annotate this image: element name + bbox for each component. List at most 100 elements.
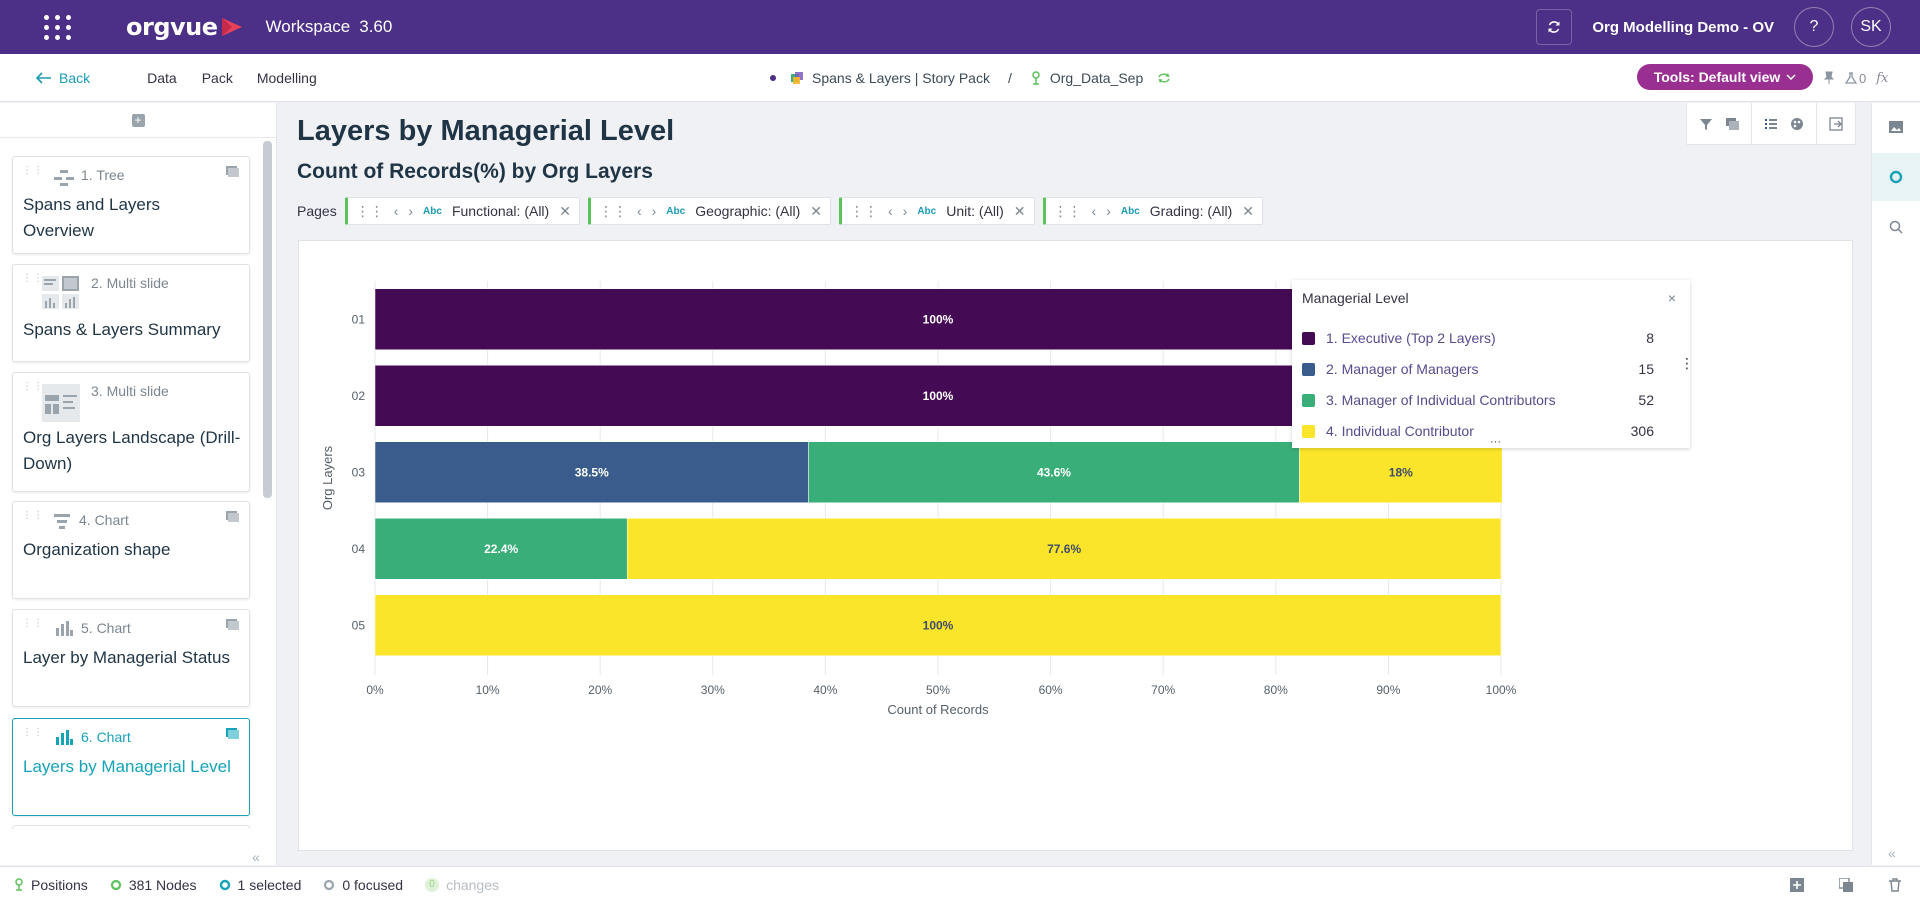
- nav-pack[interactable]: Pack: [201, 69, 233, 86]
- legend-item[interactable]: 4. Individual Contributor 306: [1302, 421, 1654, 441]
- slide-card-6[interactable]: ⋮⋮ 6. Chart Layers by Managerial Level: [12, 718, 250, 816]
- next-icon[interactable]: ›: [408, 203, 414, 219]
- formula-icon[interactable]: fx: [1876, 70, 1889, 86]
- delete-icon[interactable]: [1888, 878, 1902, 892]
- story-pack-icon: [791, 72, 803, 84]
- bar-segment[interactable]: [374, 441, 809, 503]
- status-nodes[interactable]: 381 Nodes: [110, 877, 197, 893]
- slide-card-4[interactable]: ⋮⋮ 4. Chart Organization shape: [12, 501, 250, 599]
- rail-focus-button[interactable]: [1872, 153, 1920, 201]
- collapse-sidebar-icon[interactable]: «: [252, 849, 260, 865]
- remove-filter-icon[interactable]: ✕: [1013, 202, 1026, 219]
- reload-icon[interactable]: [1157, 72, 1171, 84]
- sync-button[interactable]: [1536, 9, 1573, 45]
- expand-rail-icon[interactable]: «: [1888, 845, 1896, 861]
- drag-handle-icon[interactable]: ⋮⋮: [22, 165, 44, 176]
- palette-icon[interactable]: [1790, 117, 1804, 131]
- previous-icon[interactable]: ‹: [393, 203, 399, 219]
- orgvue-logo[interactable]: orgvue: [126, 13, 244, 41]
- legend-menu-icon[interactable]: ⋮: [1680, 355, 1694, 371]
- duplicate-icon[interactable]: [1839, 878, 1853, 892]
- filter-label: Unit: (All): [946, 203, 1004, 219]
- add-slide-button[interactable]: +: [131, 113, 145, 127]
- filter-geographic[interactable]: ⋮⋮ ‹ › Abc Geographic: (All) ✕: [587, 197, 831, 225]
- status-positions[interactable]: Positions: [14, 877, 88, 893]
- multi-slide-thumbnail-icon: [42, 276, 79, 309]
- bar-segment[interactable]: [626, 518, 1502, 580]
- export-icon[interactable]: [1829, 116, 1843, 131]
- list-settings-icon[interactable]: [1764, 117, 1778, 131]
- drag-handle-icon[interactable]: ⋮⋮: [598, 202, 627, 219]
- next-icon[interactable]: ›: [651, 203, 657, 219]
- slide-card-3[interactable]: ⋮⋮ 3. Multi slide Org Layers Landscape (…: [12, 372, 250, 492]
- drag-handle-icon[interactable]: ⋮⋮: [22, 381, 44, 392]
- filter-grading[interactable]: ⋮⋮ ‹ › Abc Grading: (All) ✕: [1042, 197, 1263, 225]
- remove-filter-icon[interactable]: ✕: [810, 202, 822, 219]
- legend-resize-handle[interactable]: ···: [1490, 436, 1501, 448]
- filter-unit[interactable]: ⋮⋮ ‹ › Abc Unit: (All) ✕: [838, 197, 1035, 225]
- drag-handle-icon[interactable]: ⋮⋮: [849, 202, 878, 219]
- previous-icon[interactable]: ‹: [636, 203, 642, 219]
- sidebar-scrollbar[interactable]: [263, 141, 272, 498]
- legend-label: 3. Manager of Individual Contributors: [1326, 392, 1556, 408]
- rail-search-button[interactable]: [1872, 203, 1920, 251]
- bar-segment[interactable]: [374, 518, 628, 580]
- slide-title: Layer by Managerial Status: [23, 648, 230, 667]
- remove-filter-icon[interactable]: ✕: [559, 202, 571, 219]
- nav-modelling[interactable]: Modelling: [256, 69, 317, 86]
- user-avatar[interactable]: SK: [1851, 7, 1891, 47]
- pin-icon[interactable]: [1823, 71, 1835, 85]
- legend-item[interactable]: 2. Manager of Managers 15: [1302, 359, 1654, 379]
- slide-card-1[interactable]: ⋮⋮ 1. Tree Spans and Layers Overview: [12, 156, 250, 254]
- status-changes[interactable]: 0 changes: [425, 877, 499, 893]
- flag-count: 0: [1859, 70, 1867, 86]
- legend-item[interactable]: 3. Manager of Individual Contributors 52: [1302, 390, 1654, 410]
- filter-icon[interactable]: [1699, 117, 1713, 131]
- stacked-bar-chart[interactable]: 0% 10% 20% 30% 40% 50% 60% 70% 80% 90% 100% 01 100% 0…: [299, 241, 1852, 850]
- drag-handle-icon[interactable]: ⋮⋮: [1053, 202, 1082, 219]
- drag-handle-icon[interactable]: ⋮⋮: [22, 727, 44, 738]
- page-filters: Pages ⋮⋮ ‹ › Abc Functional: (All) ✕ ⋮⋮ …: [297, 197, 1263, 225]
- filter-functional[interactable]: ⋮⋮ ‹ › Abc Functional: (All) ✕: [344, 197, 580, 225]
- breadcrumb-pack[interactable]: Spans & Layers | Story Pack: [812, 70, 990, 86]
- previous-icon[interactable]: ‹: [887, 203, 893, 219]
- slide-type: 4. Chart: [79, 512, 129, 528]
- flag-counter[interactable]: 0: [1845, 71, 1866, 86]
- rail-image-button[interactable]: [1872, 103, 1920, 151]
- previous-icon[interactable]: ‹: [1091, 203, 1097, 219]
- remove-filter-icon[interactable]: ✕: [1242, 202, 1254, 219]
- bar-segment[interactable]: [374, 594, 1502, 656]
- y-tick-label: 05: [352, 618, 366, 632]
- help-button[interactable]: ?: [1794, 7, 1834, 47]
- nodes-count: 381 Nodes: [128, 876, 197, 893]
- bar-segment[interactable]: [808, 441, 1300, 503]
- drag-handle-icon[interactable]: ⋮⋮: [22, 273, 44, 284]
- breadcrumb-dataset[interactable]: Org_Data_Sep: [1049, 70, 1144, 86]
- slide-card-2[interactable]: ⋮⋮ 2. Multi slide Spans & Layers Summary: [12, 264, 250, 362]
- drill-down-thumbnail-icon: [42, 384, 80, 422]
- legend-panel[interactable]: Managerial Level × 1. Executive (Top 2 L…: [1292, 280, 1690, 448]
- slides-icon[interactable]: [1725, 117, 1739, 131]
- slide-card-7[interactable]: ⋮⋮ 7. Chart: [12, 825, 250, 829]
- slide-card-5[interactable]: ⋮⋮ 5. Chart Layer by Managerial Status: [12, 609, 250, 707]
- text-type-icon: Abc: [423, 205, 442, 217]
- tools-view-dropdown[interactable]: Tools: Default view: [1637, 64, 1813, 90]
- back-button[interactable]: Back: [36, 70, 90, 86]
- status-selected[interactable]: 1 selected: [219, 877, 301, 893]
- next-icon[interactable]: ›: [902, 203, 908, 219]
- add-node-icon[interactable]: [1790, 878, 1804, 892]
- drag-handle-icon[interactable]: ⋮⋮: [22, 618, 44, 629]
- logo-mark-icon: [221, 18, 242, 36]
- nav-data[interactable]: Data: [147, 69, 177, 86]
- app-launcher-icon[interactable]: [41, 10, 75, 44]
- close-legend-icon[interactable]: ×: [1667, 290, 1676, 306]
- drag-handle-icon[interactable]: ⋮⋮: [22, 510, 44, 521]
- legend-item[interactable]: 1. Executive (Top 2 Layers) 8: [1302, 328, 1654, 348]
- toolbar-group-filter: [1687, 102, 1752, 145]
- next-icon[interactable]: ›: [1106, 203, 1111, 219]
- bar-value-label: 43.6%: [1037, 465, 1071, 479]
- x-tick-label: 10%: [476, 683, 500, 697]
- drag-handle-icon[interactable]: ⋮⋮: [355, 202, 384, 219]
- status-focused[interactable]: 0 focused: [323, 877, 403, 893]
- project-name[interactable]: Org Modelling Demo - OV: [1592, 18, 1774, 36]
